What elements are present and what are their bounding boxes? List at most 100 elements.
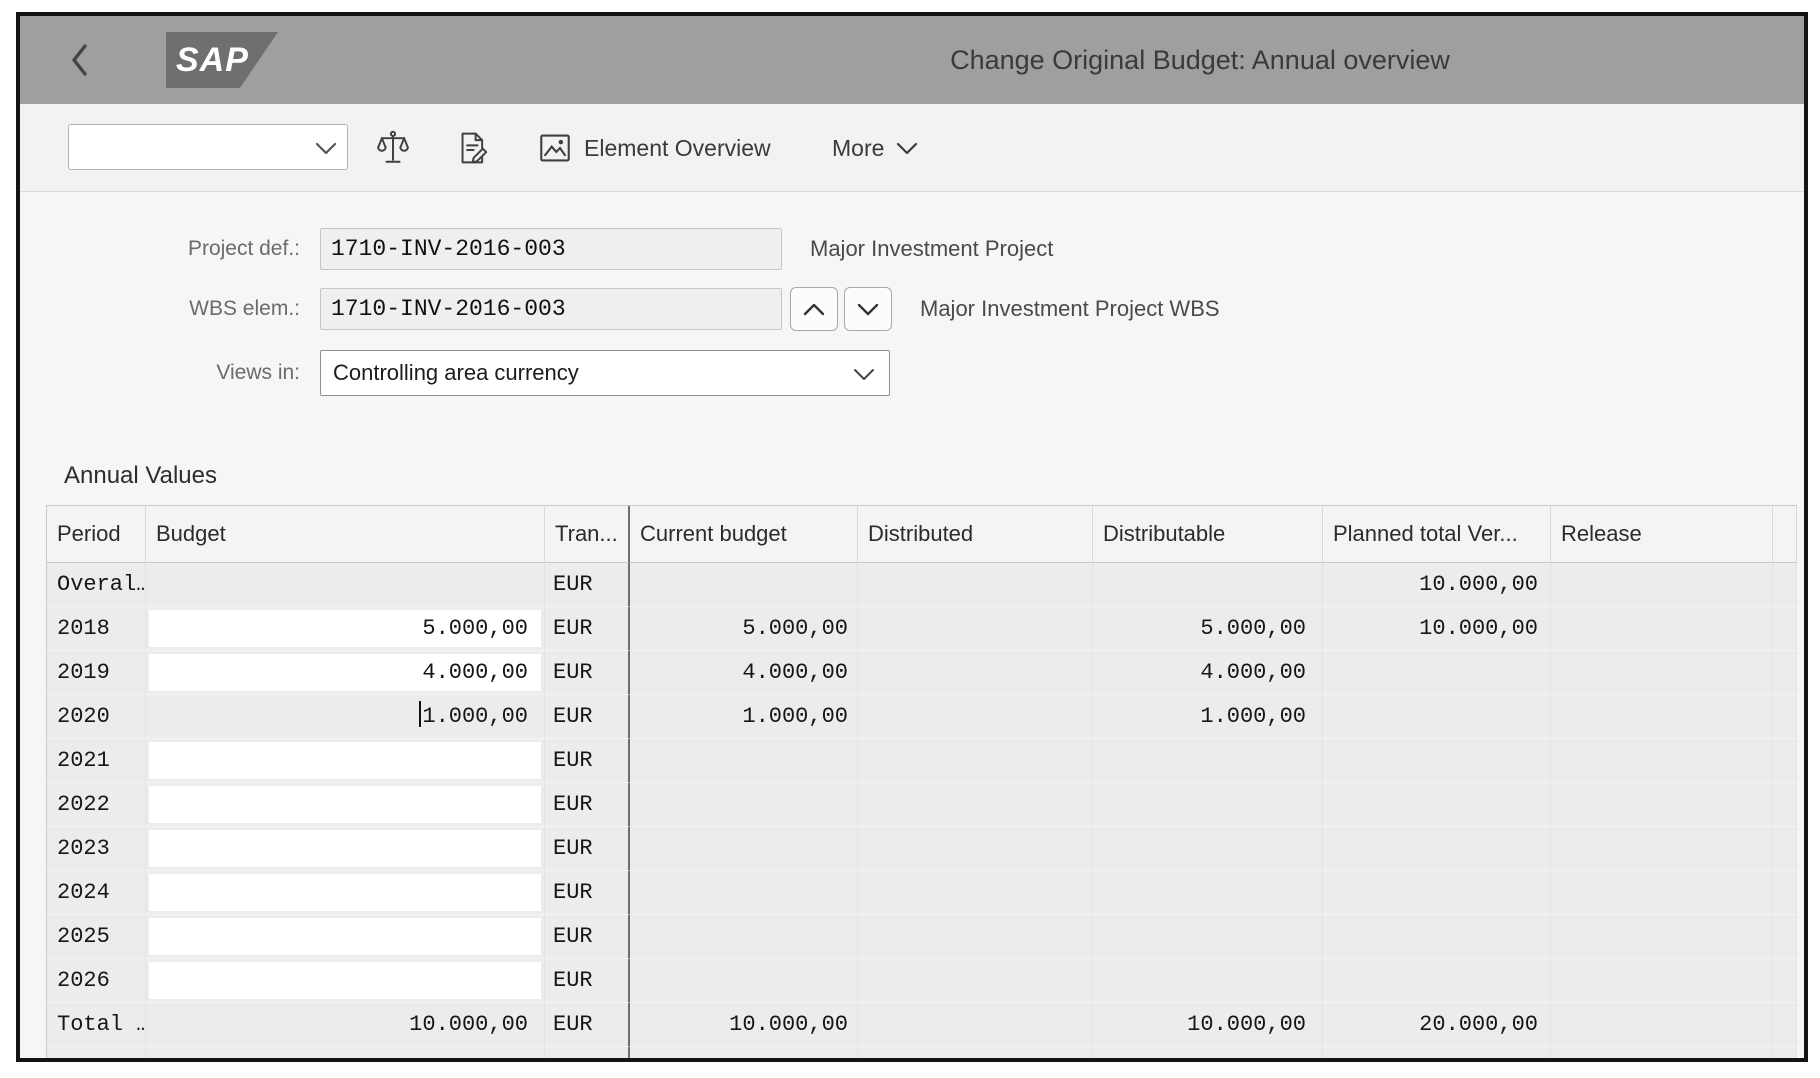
table-row: 2024 EUR xyxy=(47,871,1797,915)
release-cell xyxy=(1551,695,1773,739)
release-cell xyxy=(1551,607,1773,651)
table-row: 2023 EUR xyxy=(47,827,1797,871)
sliver-cell xyxy=(1773,1047,1797,1062)
wbs-elem-label: WBS elem.: xyxy=(20,288,300,330)
project-def-row: Project def.: 1710-INV-2016-003 Major In… xyxy=(20,228,1804,270)
budget-input[interactable]: 1.000,00 xyxy=(149,698,541,735)
currency-cell: EUR xyxy=(545,739,630,783)
distributed-cell xyxy=(858,827,1093,871)
sliver-cell xyxy=(1773,651,1797,695)
period-cell xyxy=(47,1047,146,1062)
table-row: Total … 10.000,00 EUR 10.000,00 10.000,0… xyxy=(47,1003,1797,1047)
planned-total-cell: 20.000,00 xyxy=(1323,1003,1551,1047)
planned-total-cell: 10.000,00 xyxy=(1323,563,1551,607)
toolbar: Element Overview More xyxy=(20,104,1804,192)
period-cell: Overal… xyxy=(47,563,146,607)
change-button[interactable] xyxy=(456,126,490,170)
budget-input[interactable] xyxy=(149,742,541,779)
wbs-elem-row: WBS elem.: 1710-INV-2016-003 Major Inves… xyxy=(20,288,1804,330)
period-cell: 2018 xyxy=(47,607,146,651)
release-cell xyxy=(1551,563,1773,607)
currency-cell: EUR xyxy=(545,651,630,695)
release-cell xyxy=(1551,915,1773,959)
period-cell: 2024 xyxy=(47,871,146,915)
project-def-field[interactable]: 1710-INV-2016-003 xyxy=(320,228,782,270)
column-header-period[interactable]: Period xyxy=(47,506,146,563)
distributable-cell xyxy=(1093,827,1323,871)
distributed-cell xyxy=(858,607,1093,651)
budget-input[interactable] xyxy=(149,786,541,823)
column-header-transaction[interactable]: Tran... xyxy=(545,506,630,563)
column-header-planned-total[interactable]: Planned total Ver... xyxy=(1323,506,1551,563)
column-header-distributable[interactable]: Distributable xyxy=(1093,506,1323,563)
column-header-budget[interactable]: Budget xyxy=(146,506,545,563)
check-button[interactable] xyxy=(376,126,410,170)
back-icon xyxy=(68,42,92,78)
table-row: 2021 EUR xyxy=(47,739,1797,783)
wbs-elem-field[interactable]: 1710-INV-2016-003 xyxy=(320,288,782,330)
next-wbs-button[interactable] xyxy=(844,287,892,331)
image-icon xyxy=(538,131,572,165)
budget-cell xyxy=(146,563,545,607)
budget-input[interactable] xyxy=(149,874,541,911)
sliver-cell xyxy=(1773,739,1797,783)
previous-wbs-button[interactable] xyxy=(790,287,838,331)
budget-input[interactable]: 4.000,00 xyxy=(149,654,541,691)
currency-cell: EUR xyxy=(545,1003,630,1047)
release-cell xyxy=(1551,651,1773,695)
distributable-cell: 10.000,00 xyxy=(1093,1003,1323,1047)
planned-total-cell xyxy=(1323,871,1551,915)
sap-window: SAP Change Original Budget: Annual overv… xyxy=(0,0,1820,1078)
budget-input[interactable] xyxy=(149,962,541,999)
planned-total-cell xyxy=(1323,915,1551,959)
budget-input[interactable]: 5.000,00 xyxy=(149,610,541,647)
more-label: More xyxy=(832,135,884,162)
column-header-distributed[interactable]: Distributed xyxy=(858,506,1093,563)
sliver-cell xyxy=(1773,827,1797,871)
distributed-cell xyxy=(858,563,1093,607)
project-def-description: Major Investment Project xyxy=(810,228,1053,270)
period-cell: 2022 xyxy=(47,783,146,827)
release-cell xyxy=(1551,959,1773,1003)
distributed-cell xyxy=(858,651,1093,695)
chevron-down-icon xyxy=(896,142,918,155)
column-header-current-budget[interactable]: Current budget xyxy=(630,506,858,563)
sliver-cell xyxy=(1773,915,1797,959)
budget-cell xyxy=(146,1047,545,1062)
distributable-cell xyxy=(1093,783,1323,827)
currency-cell: EUR xyxy=(545,959,630,1003)
distributable-cell: 4.000,00 xyxy=(1093,651,1323,695)
table-body: Overal… EUR 10.000,00 2018 5.000,00 EUR … xyxy=(47,563,1797,1062)
views-in-select[interactable]: Controlling area currency xyxy=(320,350,890,396)
column-header-release[interactable]: Release xyxy=(1551,506,1773,563)
more-button[interactable]: More xyxy=(832,126,918,170)
period-cell: 2026 xyxy=(47,959,146,1003)
current-budget-cell: 10.000,00 xyxy=(630,1003,858,1047)
current-budget-cell xyxy=(630,739,858,783)
sliver-cell xyxy=(1773,1003,1797,1047)
period-cell: 2021 xyxy=(47,739,146,783)
page-title: Change Original Budget: Annual overview xyxy=(920,16,1480,104)
period-cell: Total … xyxy=(47,1003,146,1047)
wbs-elem-description: Major Investment Project WBS xyxy=(920,288,1220,330)
distributable-cell xyxy=(1093,739,1323,783)
distributable-cell xyxy=(1093,563,1323,607)
budget-cell: 10.000,00 xyxy=(146,1003,545,1047)
current-budget-cell xyxy=(630,783,858,827)
command-combobox[interactable] xyxy=(68,124,348,170)
budget-input[interactable] xyxy=(149,830,541,867)
chevron-down-icon xyxy=(857,303,879,316)
command-input[interactable] xyxy=(75,127,309,167)
chevron-down-icon xyxy=(853,368,875,381)
back-button[interactable] xyxy=(68,38,112,82)
current-budget-cell: 5.000,00 xyxy=(630,607,858,651)
table-row: 2018 5.000,00 EUR 5.000,00 5.000,00 10.0… xyxy=(47,607,1797,651)
sliver-cell xyxy=(1773,871,1797,915)
planned-total-cell xyxy=(1323,959,1551,1003)
element-overview-button[interactable]: Element Overview xyxy=(538,126,771,170)
current-budget-cell xyxy=(630,563,858,607)
budget-input[interactable] xyxy=(149,918,541,955)
table-row: 2022 EUR xyxy=(47,783,1797,827)
period-cell: 2019 xyxy=(47,651,146,695)
distributable-cell xyxy=(1093,915,1323,959)
